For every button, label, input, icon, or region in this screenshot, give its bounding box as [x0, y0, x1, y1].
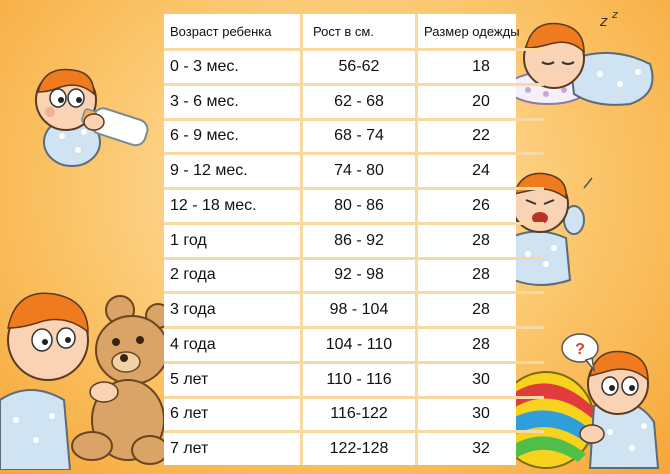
size-cell: 28: [418, 329, 544, 364]
size-cell: 28: [418, 294, 544, 329]
size-cell: 22: [418, 121, 544, 156]
age-cell: 12 - 18 мес.: [164, 190, 303, 225]
age-cell: 1 год: [164, 224, 303, 260]
svg-text:z: z: [599, 14, 608, 30]
age-cell: 3 года: [164, 294, 303, 329]
age-cell: 6 лет: [164, 398, 303, 434]
baby-with-teddy-bear-illustration: [0, 292, 170, 470]
height-cell: 86 - 92: [303, 224, 418, 260]
size-cell: 18: [418, 51, 544, 86]
table-row: 7 лет 122-128 32: [164, 433, 544, 465]
svg-text:z: z: [611, 8, 618, 21]
age-cell: 7 лет: [164, 433, 303, 465]
table-row: 9 - 12 мес. 74 - 80 24: [164, 155, 544, 190]
age-cell: 4 года: [164, 329, 303, 364]
question-mark: ?: [575, 341, 585, 358]
age-cell: 6 - 9 мес.: [164, 120, 303, 156]
size-cell: 32: [472, 440, 490, 458]
table-row: 12 - 18 мес. 80 - 86 26: [164, 190, 544, 225]
age-cell: 5 лет: [164, 363, 303, 399]
height-cell: 110 - 116: [303, 363, 418, 399]
table-header-row: Возраст ребенка Рост в см. Размер одежды: [164, 14, 544, 51]
size-table: Возраст ребенка Рост в см. Размер одежды…: [164, 14, 544, 465]
table-row: 1 год 86 - 92 28: [164, 224, 544, 260]
header-age: Возраст ребенка: [164, 14, 303, 51]
size-cell: 20: [418, 86, 544, 121]
table-row: 5 лет 110 - 116 30: [164, 363, 544, 399]
size-cell: 26: [418, 190, 544, 225]
age-cell: 3 - 6 мес.: [164, 85, 303, 121]
age-cell: 2 года: [164, 259, 303, 295]
height-cell: 104 - 110: [303, 329, 418, 364]
height-cell: 80 - 86: [303, 190, 418, 225]
header-clothing-size: Размер одежды: [418, 14, 544, 51]
height-cell: 74 - 80: [303, 155, 418, 190]
sleeping-baby-illustration: z z: [507, 8, 654, 106]
table-row: 4 года 104 - 110 28: [164, 329, 544, 364]
age-cell: 0 - 3 мес.: [164, 51, 303, 86]
height-cell: 122-128: [303, 433, 418, 465]
header-height: Рост в см.: [303, 14, 418, 51]
table-row: 6 - 9 мес. 68 - 74 22: [164, 120, 544, 156]
height-cell: 116-122: [303, 398, 418, 434]
size-cell: 28: [418, 225, 544, 260]
table-row: 0 - 3 мес. 56-62 18: [164, 51, 544, 86]
size-cell: 30: [418, 399, 544, 434]
height-cell: 92 - 98: [303, 259, 418, 295]
age-cell: 9 - 12 мес.: [164, 155, 303, 190]
size-cell: 30: [418, 364, 544, 399]
size-table-grid: Возраст ребенка Рост в см. Размер одежды…: [164, 14, 544, 465]
size-cell: 28: [418, 260, 544, 295]
table-row: 6 лет 116-122 30: [164, 398, 544, 434]
table-row: 3 года 98 - 104 28: [164, 294, 544, 329]
height-cell: 62 - 68: [303, 85, 418, 121]
table-row: 3 - 6 мес. 62 - 68 20: [164, 85, 544, 121]
table-row: 2 года 92 - 98 28: [164, 259, 544, 295]
height-cell: 98 - 104: [303, 294, 418, 329]
height-cell: 56-62: [303, 51, 418, 86]
size-cell: 24: [418, 155, 544, 190]
baby-with-bottle-illustration: [35, 68, 149, 167]
height-cell: 68 - 74: [303, 120, 418, 156]
